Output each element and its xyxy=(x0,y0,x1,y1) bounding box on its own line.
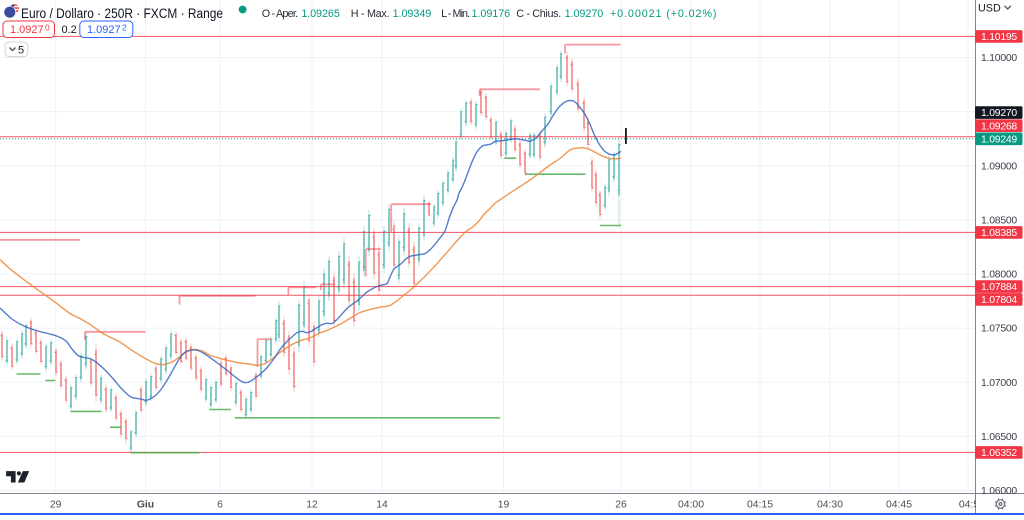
svg-text:0.2: 0.2 xyxy=(62,24,77,36)
svg-text:1.09000: 1.09000 xyxy=(981,161,1017,172)
svg-text:04:30: 04:30 xyxy=(817,499,843,510)
svg-text:04:00: 04:00 xyxy=(678,499,704,510)
svg-text:1.09268: 1.09268 xyxy=(981,121,1017,132)
svg-text:6: 6 xyxy=(217,499,223,510)
svg-text:1.0927: 1.0927 xyxy=(10,24,44,36)
svg-text:1.10195: 1.10195 xyxy=(981,32,1017,43)
svg-text:1.07000: 1.07000 xyxy=(981,378,1017,389)
svg-text:04:45: 04:45 xyxy=(886,499,912,510)
svg-text:1.07804: 1.07804 xyxy=(981,295,1017,306)
svg-text:5: 5 xyxy=(18,44,24,56)
svg-text:1.10000: 1.10000 xyxy=(981,53,1017,64)
svg-text:1.06000: 1.06000 xyxy=(981,486,1017,497)
svg-text:USD: USD xyxy=(978,2,1001,14)
svg-text:29: 29 xyxy=(50,499,62,510)
svg-text:1.07500: 1.07500 xyxy=(981,324,1017,335)
svg-text:1.06500: 1.06500 xyxy=(981,432,1017,443)
svg-text:1.09349: 1.09349 xyxy=(393,8,432,20)
svg-text:1.08500: 1.08500 xyxy=(981,216,1017,227)
svg-text:14: 14 xyxy=(376,499,388,510)
svg-text:1.09265: 1.09265 xyxy=(301,8,340,20)
svg-text:1.09270: 1.09270 xyxy=(565,8,604,20)
svg-text:04:5: 04:5 xyxy=(959,499,979,510)
svg-text:1.08385: 1.08385 xyxy=(981,228,1017,239)
svg-text:+0.00021 (+0.02%): +0.00021 (+0.02%) xyxy=(610,8,717,20)
svg-text:1.06352: 1.06352 xyxy=(981,448,1017,459)
svg-text:1.0927: 1.0927 xyxy=(87,24,121,36)
svg-text:1.09249: 1.09249 xyxy=(981,134,1017,145)
svg-text:0: 0 xyxy=(45,23,50,33)
svg-text:Euro / Dollaro · 250R · FXCM ·: Euro / Dollaro · 250R · FXCM · Range xyxy=(21,6,223,21)
svg-text:1.08000: 1.08000 xyxy=(981,270,1017,281)
svg-text:1.07884: 1.07884 xyxy=(981,282,1017,293)
svg-text:1.09270: 1.09270 xyxy=(981,108,1017,119)
svg-text:L - Min.: L - Min. xyxy=(441,8,470,20)
svg-text:19: 19 xyxy=(498,499,510,510)
svg-text:26: 26 xyxy=(615,499,627,510)
svg-text:Giu: Giu xyxy=(137,499,154,510)
svg-text:O - Aper.: O - Aper. xyxy=(262,8,298,20)
svg-text:1.09176: 1.09176 xyxy=(472,8,511,20)
svg-text:2: 2 xyxy=(122,23,127,33)
svg-text:04:15: 04:15 xyxy=(747,499,773,510)
svg-text:C - Chius.: C - Chius. xyxy=(516,8,561,20)
svg-text:12: 12 xyxy=(306,499,318,510)
svg-text:H - Max.: H - Max. xyxy=(351,8,390,20)
